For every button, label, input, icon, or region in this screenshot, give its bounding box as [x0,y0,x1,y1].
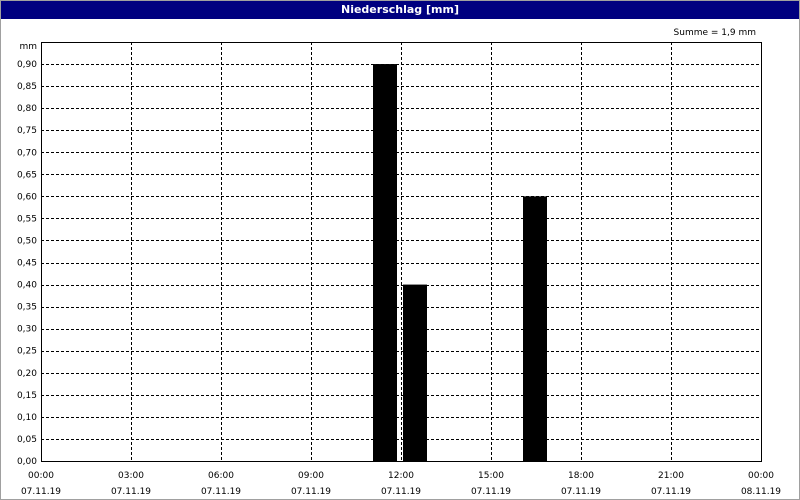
x-tick-date: 07.11.19 [201,487,241,497]
y-tick-label: 0,85 [17,82,37,92]
x-tick-time: 00:00 [28,471,54,481]
x-tick-time: 12:00 [388,471,414,481]
y-tick-label: 0,55 [17,214,37,224]
y-tick-label: 0,30 [17,325,37,335]
x-tick-date: 07.11.19 [111,487,151,497]
x-tick-date: 07.11.19 [471,487,511,497]
y-tick-label: 0,35 [17,303,37,313]
y-tick-label: 0,65 [17,170,37,180]
precip-bar [403,284,427,461]
x-tick-date: 07.11.19 [381,487,421,497]
x-tick-time: 21:00 [658,471,684,481]
y-tick-label: 0,60 [17,192,37,202]
x-tick-date: 08.11.19 [741,487,781,497]
precip-bar [523,196,547,462]
y-tick-label: 0,25 [17,347,37,357]
y-tick-label: 0,75 [17,126,37,136]
x-tick-time: 09:00 [298,471,324,481]
x-tick-time: 15:00 [478,471,504,481]
y-tick-label: 0,40 [17,281,37,291]
x-tick-date: 07.11.19 [651,487,691,497]
y-tick-label: 0,15 [17,391,37,401]
x-tick-time: 06:00 [208,471,234,481]
grid-lines [41,42,761,461]
chart-title: Niederschlag [mm] [1,1,799,19]
x-tick-date: 07.11.19 [291,487,331,497]
plot-area [41,42,762,462]
x-tick-labels: 00:00 07.11.19 03:00 07.11.19 06:00 07.11.19 0… [21,471,781,497]
x-tick-time: 18:00 [568,471,594,481]
bars [373,64,547,462]
y-tick-label: 0,70 [17,148,37,158]
x-tick-time: 00:00 [748,471,774,481]
y-tick-label: 0,00 [17,457,37,467]
precip-bar [373,64,397,462]
y-tick-label: 0,80 [17,104,37,114]
y-tick-label: 0,20 [17,369,37,379]
precipitation-chart: Summe = 1,9 mm mm 0,000,050,100,150,200,… [17,28,781,497]
y-tick-label: 0,90 [17,60,37,70]
x-tick-time: 03:00 [118,471,144,481]
y-tick-labels: 0,00 0,05 0,10 0,15 0,20 0,25 0,30 0,35 0,40 0,45… [17,60,37,467]
x-tick-date: 07.11.19 [561,487,601,497]
y-tick-label: 0,45 [17,259,37,269]
y-tick-label: 0,50 [17,236,37,246]
y-axis-label: mm [19,42,37,52]
y-tick-label: 0,05 [17,435,37,445]
x-tick-date: 07.11.19 [21,487,61,497]
sum-annotation: Summe = 1,9 mm [674,28,756,38]
y-tick-label: 0,10 [17,413,37,423]
